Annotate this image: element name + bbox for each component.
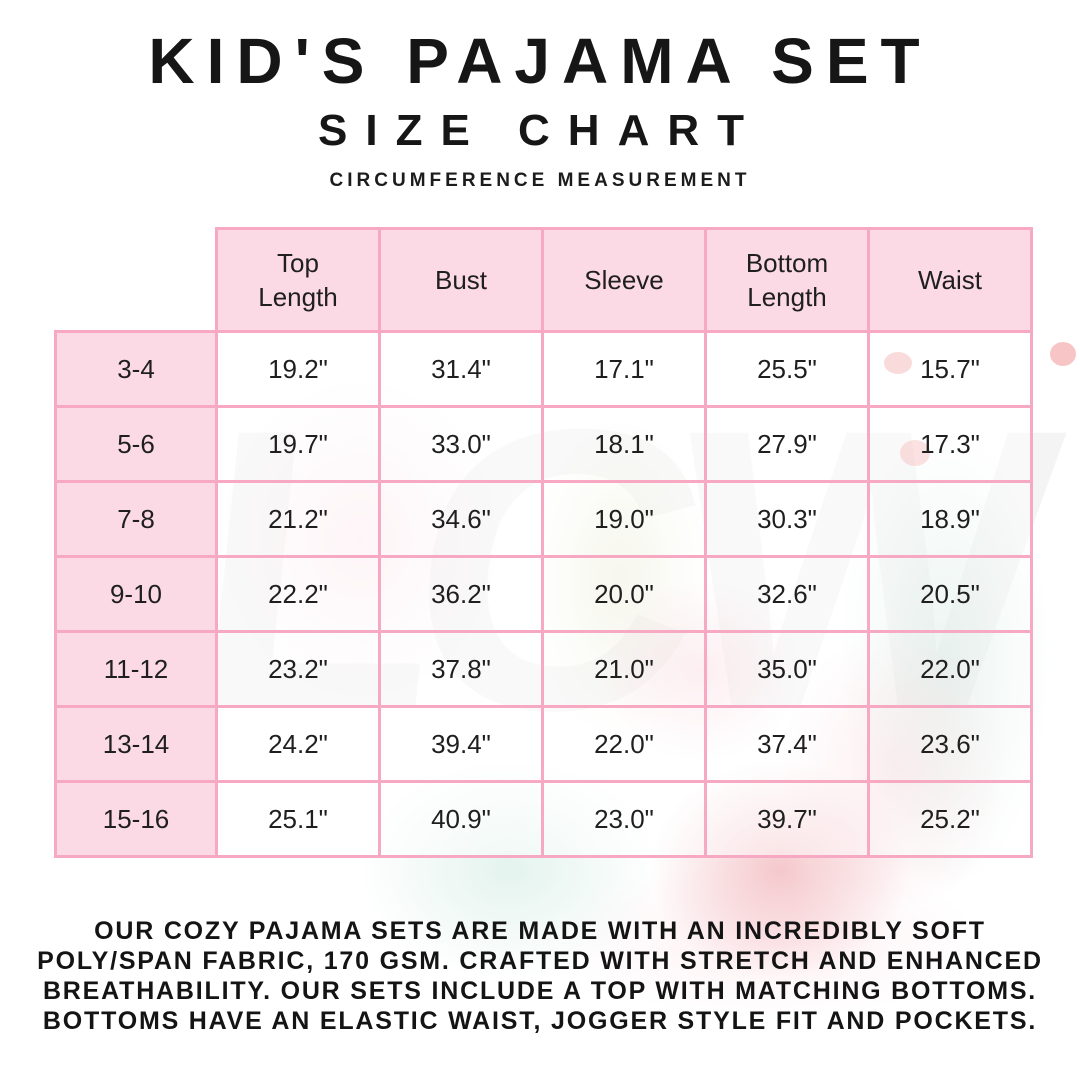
table-row: 9-10 22.2" 36.2" 20.0" 32.6" 20.5": [54, 555, 1033, 633]
value-cell: 34.6": [378, 480, 544, 558]
value-cell: 40.9": [378, 780, 544, 858]
column-header: Bust: [378, 227, 544, 333]
value-cell: 33.0": [378, 405, 544, 483]
value-cell: 21.0": [541, 630, 707, 708]
size-cell: 9-10: [54, 555, 218, 633]
value-cell: 20.5": [867, 555, 1033, 633]
value-cell: 22.0": [541, 705, 707, 783]
value-cell: 25.5": [704, 330, 870, 408]
value-cell: 30.3": [704, 480, 870, 558]
value-cell: 19.2": [215, 330, 381, 408]
table-row: 13-14 24.2" 39.4" 22.0" 37.4" 23.6": [54, 705, 1033, 783]
table-row: 15-16 25.1" 40.9" 23.0" 39.7" 25.2": [54, 780, 1033, 858]
value-cell: 22.2": [215, 555, 381, 633]
value-cell: 39.7": [704, 780, 870, 858]
value-cell: 17.3": [867, 405, 1033, 483]
column-header: Waist: [867, 227, 1033, 333]
description-line: POLY/SPAN FABRIC, 170 GSM. CRAFTED WITH …: [37, 947, 1043, 975]
value-cell: 37.4": [704, 705, 870, 783]
value-cell: 20.0": [541, 555, 707, 633]
table-row: 3-4 19.2" 31.4" 17.1" 25.5" 15.7": [54, 330, 1033, 408]
header-row: Top Length Bust Sleeve Bottom Length Waist: [56, 227, 1033, 333]
value-cell: 21.2": [215, 480, 381, 558]
description-line: OUR COZY PAJAMA SETS ARE MADE WITH AN IN…: [94, 917, 986, 945]
table-body: 3-4 19.2" 31.4" 17.1" 25.5" 15.7" 5-6 19.7" 33.0…: [54, 330, 1033, 858]
value-cell: 25.1": [215, 780, 381, 858]
column-header: Top Length: [215, 227, 381, 333]
value-cell: 35.0": [704, 630, 870, 708]
value-cell: 32.6": [704, 555, 870, 633]
value-cell: 31.4": [378, 330, 544, 408]
table-row: 5-6 19.7" 33.0" 18.1" 27.9" 17.3": [54, 405, 1033, 483]
value-cell: 17.1": [541, 330, 707, 408]
description-line: BOTTOMS HAVE AN ELASTIC WAIST, JOGGER ST…: [42, 1007, 1038, 1035]
value-cell: 19.0": [541, 480, 707, 558]
value-cell: 27.9": [704, 405, 870, 483]
size-cell: 13-14: [54, 705, 218, 783]
value-cell: 15.7": [867, 330, 1033, 408]
value-cell: 37.8": [378, 630, 544, 708]
value-cell: 23.0": [541, 780, 707, 858]
table-row: 11-12 23.2" 37.8" 21.0" 35.0" 22.0": [54, 630, 1033, 708]
flower-bud-decoration: [1050, 342, 1076, 366]
description: OUR COZY PAJAMA SETS ARE MADE WITH AN IN…: [0, 916, 1080, 1036]
size-cell: 11-12: [54, 630, 218, 708]
column-header: Bottom Length: [704, 227, 870, 333]
size-cell: 15-16: [54, 780, 218, 858]
header: KID'S PAJAMA SET SIZE CHART CIRCUMFERENC…: [0, 0, 1080, 192]
column-header: Sleeve: [541, 227, 707, 333]
size-cell: 5-6: [54, 405, 218, 483]
value-cell: 23.6": [867, 705, 1033, 783]
value-cell: 22.0": [867, 630, 1033, 708]
value-cell: 23.2": [215, 630, 381, 708]
size-table: Top Length Bust Sleeve Bottom Length Waist 3…: [54, 227, 1033, 858]
value-cell: 19.7": [215, 405, 381, 483]
page-subtitle: SIZE CHART: [318, 106, 762, 155]
measurement-note: CIRCUMFERENCE MEASUREMENT: [329, 170, 751, 191]
size-cell: 7-8: [54, 480, 218, 558]
corner-cell: [56, 229, 217, 332]
value-cell: 24.2": [215, 705, 381, 783]
value-cell: 18.9": [867, 480, 1033, 558]
value-cell: 18.1": [541, 405, 707, 483]
page-title: KID'S PAJAMA SET: [148, 25, 932, 97]
value-cell: 25.2": [867, 780, 1033, 858]
value-cell: 39.4": [378, 705, 544, 783]
size-cell: 3-4: [54, 330, 218, 408]
value-cell: 36.2": [378, 555, 544, 633]
table-row: 7-8 21.2" 34.6" 19.0" 30.3" 18.9": [54, 480, 1033, 558]
description-line: BREATHABILITY. OUR SETS INCLUDE A TOP WI…: [42, 977, 1038, 1005]
